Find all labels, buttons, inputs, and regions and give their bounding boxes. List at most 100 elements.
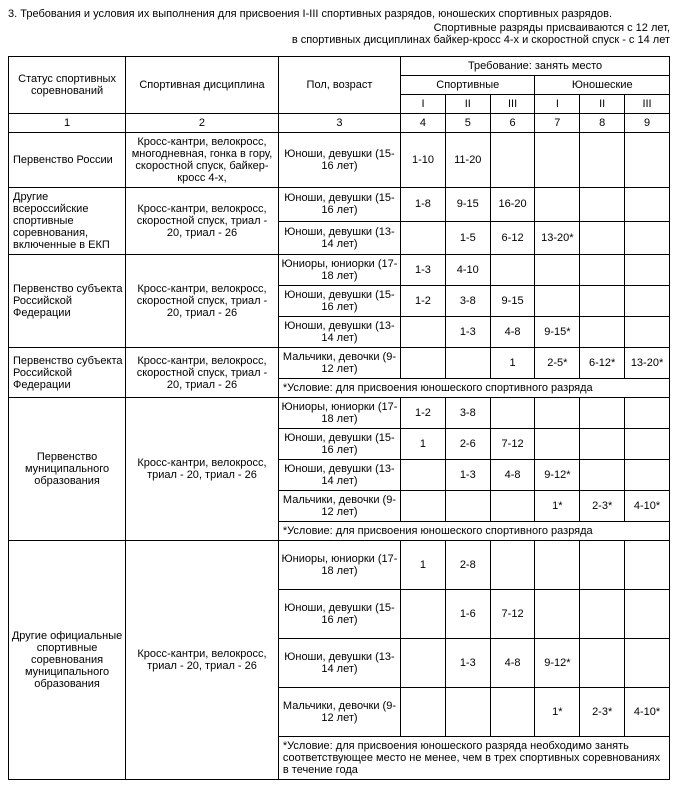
value-cell: 1 [490,348,535,379]
value-cell [580,460,625,491]
value-cell: 4-8 [490,317,535,348]
discipline-cell: Кросс-кантри, велокросс, скоростной спус… [126,188,279,255]
value-cell [625,255,670,286]
value-cell [401,491,446,522]
age-cell: Юниоры, юниорки (17-18 лет) [278,541,400,590]
table-row: Другие всероссийские спортивные соревнов… [9,188,670,222]
value-cell [535,255,580,286]
value-cell: 13-20* [535,221,580,255]
col-index-4: 4 [401,114,446,133]
header-sport-1: I [401,95,446,114]
value-cell [625,133,670,188]
header-row-1: Статус спортивных соревнований Спортивна… [9,57,670,76]
value-cell [535,133,580,188]
col-index-1: 1 [9,114,126,133]
value-cell [625,429,670,460]
value-cell [490,398,535,429]
value-cell [401,348,446,379]
col-index-5: 5 [445,114,490,133]
discipline-cell: Кросс-кантри, велокросс, многодневная, г… [126,133,279,188]
value-cell [580,133,625,188]
header-youth-1: I [535,95,580,114]
status-cell: Другие всероссийские спортивные соревнов… [9,188,126,255]
value-cell: 1 [401,541,446,590]
header-youth: Юношеские [535,76,670,95]
value-cell: 9-12* [535,460,580,491]
header-age: Пол, возраст [278,57,400,114]
value-cell: 1-2 [401,286,446,317]
value-cell [490,541,535,590]
age-cell: Мальчики, девочки (9-12 лет) [278,491,400,522]
value-cell [535,541,580,590]
header-discipline: Спортивная дисциплина [126,57,279,114]
value-cell: 7-12 [490,590,535,639]
value-cell [401,460,446,491]
status-cell: Первенство России [9,133,126,188]
value-cell [625,221,670,255]
note-cell: *Условие: для присвоения юношеского спор… [278,379,669,398]
value-cell [490,491,535,522]
header-sport-3: III [490,95,535,114]
value-cell: 4-10* [625,688,670,737]
age-cell: Юноши, девушки (13-14 лет) [278,317,400,348]
value-cell [625,460,670,491]
age-cell: Юноши, девушки (15-16 лет) [278,286,400,317]
value-cell [580,429,625,460]
subheading-line2: в спортивных дисциплинах байкер-кросс 4-… [292,34,670,46]
value-cell: 3-8 [445,286,490,317]
status-cell: Первенство субъекта Российской Федерации [9,255,126,348]
value-cell: 1-3 [445,460,490,491]
value-cell: 1-5 [445,221,490,255]
value-cell: 1-8 [401,188,446,222]
value-cell [535,398,580,429]
value-cell: 9-15 [445,188,490,222]
value-cell [535,590,580,639]
value-cell [580,639,625,688]
value-cell: 11-20 [445,133,490,188]
age-cell: Мальчики, девочки (9-12 лет) [278,688,400,737]
value-cell [445,348,490,379]
status-cell: Другие официальные спортивные соревнован… [9,541,126,780]
value-cell [401,688,446,737]
document-subheading: Спортивные разряды присваиваются с 12 ле… [8,22,670,46]
table-row: Первенство субъекта Российской Федерации… [9,348,670,379]
discipline-cell: Кросс-кантри, велокросс, триал - 20, три… [126,541,279,780]
value-cell [445,688,490,737]
col-index-2: 2 [126,114,279,133]
table-row: Первенство муниципального образования Кр… [9,398,670,429]
age-cell: Юноши, девушки (13-14 лет) [278,221,400,255]
value-cell: 7-12 [490,429,535,460]
header-youth-2: II [580,95,625,114]
requirements-table: Статус спортивных соревнований Спортивна… [8,56,670,780]
value-cell: 2-6 [445,429,490,460]
value-cell: 9-15* [535,317,580,348]
header-index-row: 1 2 3 4 5 6 7 8 9 [9,114,670,133]
value-cell [625,188,670,222]
table-row: Первенство субъекта Российской Федерации… [9,255,670,286]
value-cell [625,398,670,429]
value-cell [580,286,625,317]
status-cell: Первенство субъекта Российской Федерации [9,348,126,398]
header-sport: Спортивные [401,76,535,95]
value-cell [535,286,580,317]
age-cell: Юноши, девушки (15-16 лет) [278,133,400,188]
age-cell: Юниоры, юниорки (17-18 лет) [278,255,400,286]
value-cell: 9-12* [535,639,580,688]
value-cell [580,590,625,639]
value-cell: 3-8 [445,398,490,429]
value-cell [401,639,446,688]
age-cell: Мальчики, девочки (9-12 лет) [278,348,400,379]
header-status: Статус спортивных соревнований [9,57,126,114]
value-cell [625,317,670,348]
value-cell: 2-3* [580,688,625,737]
table-row: Первенство России Кросс-кантри, велокрос… [9,133,670,188]
value-cell [580,255,625,286]
value-cell [445,491,490,522]
value-cell [580,221,625,255]
value-cell [535,188,580,222]
age-cell: Юноши, девушки (15-16 лет) [278,429,400,460]
col-index-7: 7 [535,114,580,133]
value-cell [401,221,446,255]
value-cell [580,317,625,348]
value-cell: 9-15 [490,286,535,317]
